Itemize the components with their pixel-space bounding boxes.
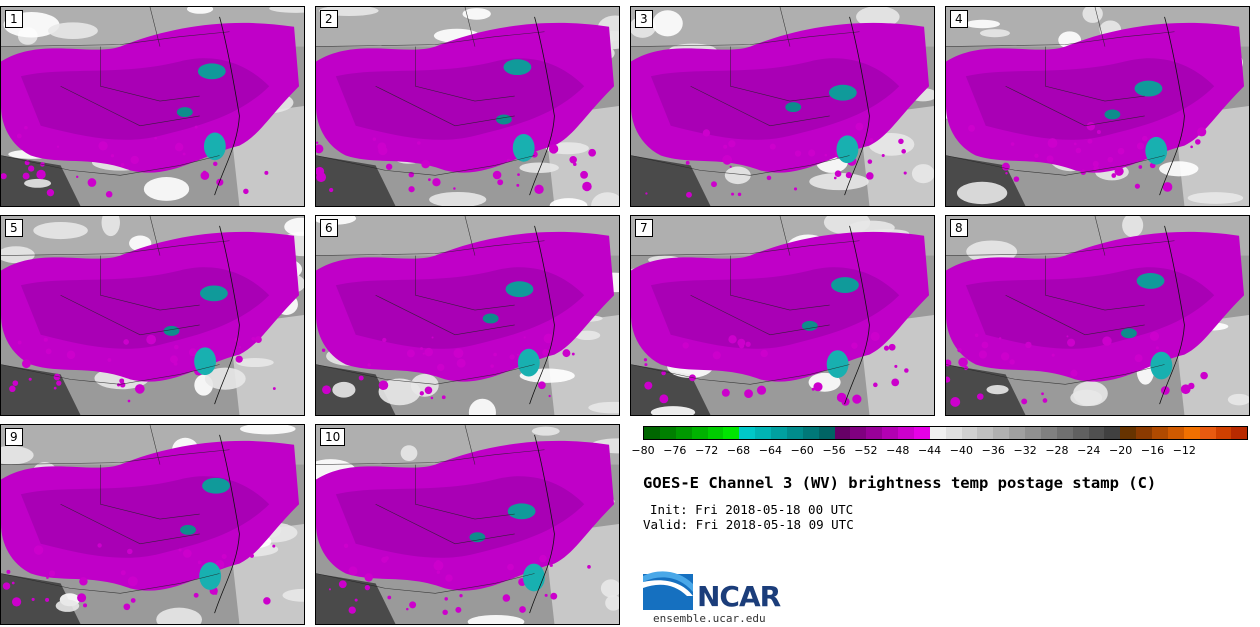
panel-number: 3 [635, 10, 653, 28]
colorbar-segment [786, 427, 803, 439]
colorbar-tick-label: −52 [854, 444, 878, 457]
colorbar-segment [1040, 427, 1057, 439]
colorbar-segment [1104, 427, 1121, 439]
colorbar-segment [977, 427, 994, 439]
colorbar-tick-label: −72 [695, 444, 719, 457]
colorbar-tick-label: −80 [631, 444, 655, 457]
valid-time: Valid: Fri 2018-05-18 09 UTC [643, 517, 854, 532]
panel-number: 8 [950, 219, 968, 237]
colorbar-tick-label: −56 [822, 444, 846, 457]
water-vapor-map [946, 216, 1249, 415]
colorbar-tick-label: −64 [758, 444, 782, 457]
colorbar-segment [1009, 427, 1025, 439]
colorbar-tick-label: −36 [981, 444, 1005, 457]
ncar-logo-text: NCAR [697, 580, 781, 613]
colorbar-segment [723, 427, 740, 439]
colorbar-tick-label: −44 [917, 444, 942, 457]
postage-stamp-panel-1: 1 [0, 6, 305, 207]
colorbar-segment [755, 427, 771, 439]
postage-stamp-panel-10: 10 [315, 424, 620, 625]
colorbar-segment [1152, 427, 1168, 439]
water-vapor-map [631, 216, 934, 415]
colorbar-segment [882, 427, 898, 439]
panel-number: 4 [950, 10, 968, 28]
colorbar-tick-label: −48 [886, 444, 910, 457]
figure-title: GOES-E Channel 3 (WV) brightness temp po… [643, 474, 1157, 492]
colorbar-segment [834, 427, 851, 439]
panel-number: 7 [635, 219, 653, 237]
colorbar-segment [850, 427, 867, 439]
colorbar-tick-label: −60 [790, 444, 814, 457]
colorbar-tick-label: −28 [1045, 444, 1069, 457]
panel-number: 10 [320, 428, 346, 446]
postage-stamp-panel-2: 2 [315, 6, 620, 207]
colorbar-segment [1183, 427, 1200, 439]
panel-number: 1 [5, 10, 23, 28]
postage-stamp-panel-6: 6 [315, 215, 620, 416]
colorbar-segment [1088, 427, 1105, 439]
colorbar-tick-label: −24 [1077, 444, 1101, 457]
colorbar-segment [1072, 427, 1089, 439]
colorbar-segment [961, 427, 978, 439]
panel-number: 6 [320, 219, 338, 237]
colorbar-segment [644, 427, 660, 439]
colorbar-segment [1056, 427, 1073, 439]
colorbar-tick-label: −68 [726, 444, 751, 457]
colorbar-tick-label: −16 [1140, 444, 1165, 457]
colorbar-tick-label: −40 [949, 444, 974, 457]
water-vapor-map [1, 7, 304, 206]
colorbar-tick-label: −76 [663, 444, 687, 457]
colorbar-segment [1215, 427, 1232, 439]
colorbar-segment [945, 427, 962, 439]
colorbar [643, 426, 1248, 440]
colorbar-tick-label: −20 [1109, 444, 1133, 457]
colorbar-segment [1136, 427, 1152, 439]
postage-stamp-panel-7: 7 [630, 215, 935, 416]
colorbar-segment [802, 427, 819, 439]
colorbar-segment [1199, 427, 1216, 439]
colorbar-segment [929, 427, 946, 439]
water-vapor-map [316, 425, 619, 624]
colorbar-segment [1025, 427, 1041, 439]
colorbar-segment [898, 427, 914, 439]
colorbar-segment [818, 427, 835, 439]
colorbar-segment [675, 427, 692, 439]
postage-stamp-panel-4: 4 [945, 6, 1250, 207]
postage-stamp-panel-9: 9 [0, 424, 305, 625]
colorbar-segment [866, 427, 883, 439]
init-time: Init: Fri 2018-05-18 00 UTC [650, 502, 854, 517]
panel-number: 2 [320, 10, 338, 28]
colorbar-segment [993, 427, 1010, 439]
colorbar-tick-label: −32 [1013, 444, 1037, 457]
colorbar-tick-label: −12 [1172, 444, 1196, 457]
colorbar-segment [1120, 427, 1137, 439]
colorbar-segment [691, 427, 708, 439]
colorbar-segment [1231, 427, 1248, 439]
water-vapor-map [316, 7, 619, 206]
ncar-logo-icon [643, 571, 693, 610]
postage-stamp-panel-5: 5 [0, 215, 305, 416]
colorbar-segment [707, 427, 724, 439]
colorbar-segment [739, 427, 756, 439]
colorbar-segment [771, 427, 787, 439]
panel-number: 5 [5, 219, 23, 237]
water-vapor-map [946, 7, 1249, 206]
postage-stamp-panel-3: 3 [630, 6, 935, 207]
panel-number: 9 [5, 428, 23, 446]
water-vapor-map [631, 7, 934, 206]
water-vapor-map [1, 216, 304, 415]
water-vapor-map [1, 425, 304, 624]
colorbar-tick-labels: −80 −76 −72 −68 −64 −60 −56 −52 −48 −44 −40 −36 −32−… [631, 444, 1248, 458]
colorbar-segment [913, 427, 930, 439]
source-url: ensemble.ucar.edu [653, 612, 766, 625]
colorbar-segment [659, 427, 676, 439]
colorbar-segment [1167, 427, 1184, 439]
water-vapor-map [316, 216, 619, 415]
postage-stamp-panel-8: 8 [945, 215, 1250, 416]
